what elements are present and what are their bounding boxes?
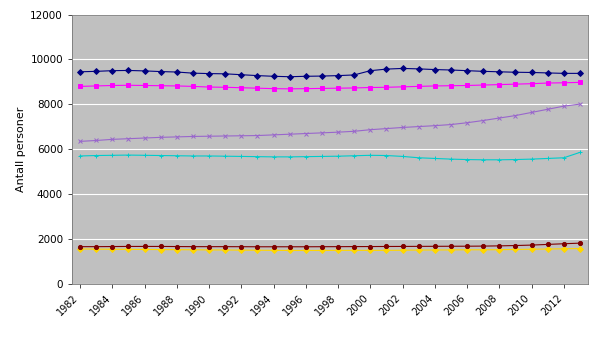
Y-axis label: Antall personer: Antall personer	[16, 107, 26, 192]
